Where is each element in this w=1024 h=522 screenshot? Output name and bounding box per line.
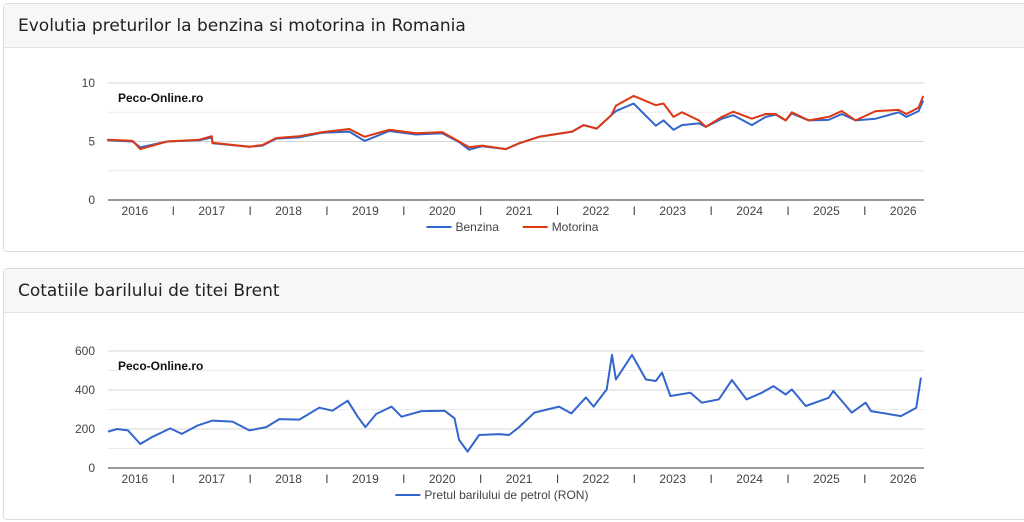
y-tick-label: 0 bbox=[88, 193, 95, 207]
x-tick-separator: I bbox=[325, 204, 328, 218]
y-tick-label: 0 bbox=[88, 461, 95, 475]
x-tick-label: 2022 bbox=[583, 472, 610, 486]
series-line-motorina bbox=[107, 94, 925, 151]
legend-item: Benzina bbox=[426, 220, 500, 234]
legend-label: Benzina bbox=[456, 220, 500, 234]
y-tick-label: 5 bbox=[88, 135, 95, 149]
y-tick-label: 600 bbox=[75, 344, 95, 358]
x-tick-label: 2018 bbox=[275, 472, 302, 486]
panel-title: Evolutia preturilor la benzina si motori… bbox=[18, 15, 466, 36]
x-tick-separator: I bbox=[172, 204, 175, 218]
legend-label: Pretul barilului de petrol (RON) bbox=[424, 488, 588, 502]
y-tick-label: 10 bbox=[82, 76, 96, 90]
panel-header: Evolutia preturilor la benzina si motori… bbox=[4, 4, 1024, 48]
x-tick-label: 2022 bbox=[583, 204, 610, 218]
x-tick-label: 2024 bbox=[736, 204, 763, 218]
x-tick-separator: I bbox=[786, 204, 789, 218]
x-tick-label: 2021 bbox=[506, 204, 533, 218]
x-tick-label: 2017 bbox=[198, 472, 225, 486]
x-tick-label: 2024 bbox=[736, 472, 763, 486]
x-tick-label: 2016 bbox=[122, 472, 149, 486]
x-tick-label: 2019 bbox=[352, 204, 379, 218]
x-tick-label: 2026 bbox=[890, 204, 917, 218]
series-line-pretul bbox=[107, 353, 922, 453]
x-tick-separator: I bbox=[479, 204, 482, 218]
x-tick-separator: I bbox=[248, 204, 251, 218]
x-tick-separator: I bbox=[402, 204, 405, 218]
x-tick-label: 2020 bbox=[429, 472, 456, 486]
y-tick-label: 400 bbox=[75, 383, 95, 397]
series-line-benzina bbox=[107, 100, 925, 151]
legend-item: Motorina bbox=[522, 220, 599, 234]
x-tick-label: 2018 bbox=[275, 204, 302, 218]
x-tick-separator: I bbox=[633, 204, 636, 218]
x-tick-separator: I bbox=[709, 204, 712, 218]
panel-header: Cotatiile barilului de titei Brent bbox=[4, 269, 1024, 313]
x-tick-separator: I bbox=[556, 204, 559, 218]
chart-2: 0 200 400 600 Peco-Online.ro 2016 I 2017 I 2018 I 2… bbox=[75, 344, 924, 502]
x-tick-separator: I bbox=[556, 472, 559, 486]
brent-panel: Cotatiile barilului de titei Brent bbox=[3, 268, 1024, 520]
legend-label: Motorina bbox=[552, 220, 599, 234]
y-tick-label: 200 bbox=[75, 422, 95, 436]
panel-title: Cotatiile barilului de titei Brent bbox=[18, 280, 280, 301]
x-tick-label: 2023 bbox=[659, 204, 686, 218]
x-tick-label: 2017 bbox=[198, 204, 225, 218]
x-tick-label: 2023 bbox=[659, 472, 686, 486]
x-tick-separator: I bbox=[248, 472, 251, 486]
x-tick-label: 2020 bbox=[429, 204, 456, 218]
legend-item: Pretul barilului de petrol (RON) bbox=[395, 488, 588, 502]
x-tick-separator: I bbox=[479, 472, 482, 486]
x-tick-label: 2019 bbox=[352, 472, 379, 486]
x-tick-separator: I bbox=[709, 472, 712, 486]
x-tick-separator: I bbox=[325, 472, 328, 486]
x-tick-label: 2016 bbox=[122, 204, 149, 218]
x-tick-label: 2021 bbox=[506, 472, 533, 486]
x-tick-label: 2026 bbox=[890, 472, 917, 486]
x-tick-label: 2025 bbox=[813, 204, 840, 218]
x-tick-separator: I bbox=[172, 472, 175, 486]
chart-1: 0 5 10 Peco-Online.ro 2016 I 2017 I 2018 I 2019 I 20… bbox=[82, 76, 925, 234]
x-tick-label: 2025 bbox=[813, 472, 840, 486]
watermark-label: Peco-Online.ro bbox=[118, 359, 203, 373]
x-tick-separator: I bbox=[402, 472, 405, 486]
x-tick-separator: I bbox=[863, 472, 866, 486]
x-tick-separator: I bbox=[786, 472, 789, 486]
watermark-label: Peco-Online.ro bbox=[118, 91, 203, 105]
x-tick-separator: I bbox=[633, 472, 636, 486]
fuel-prices-panel: Evolutia preturilor la benzina si motori… bbox=[3, 3, 1024, 252]
x-tick-separator: I bbox=[863, 204, 866, 218]
